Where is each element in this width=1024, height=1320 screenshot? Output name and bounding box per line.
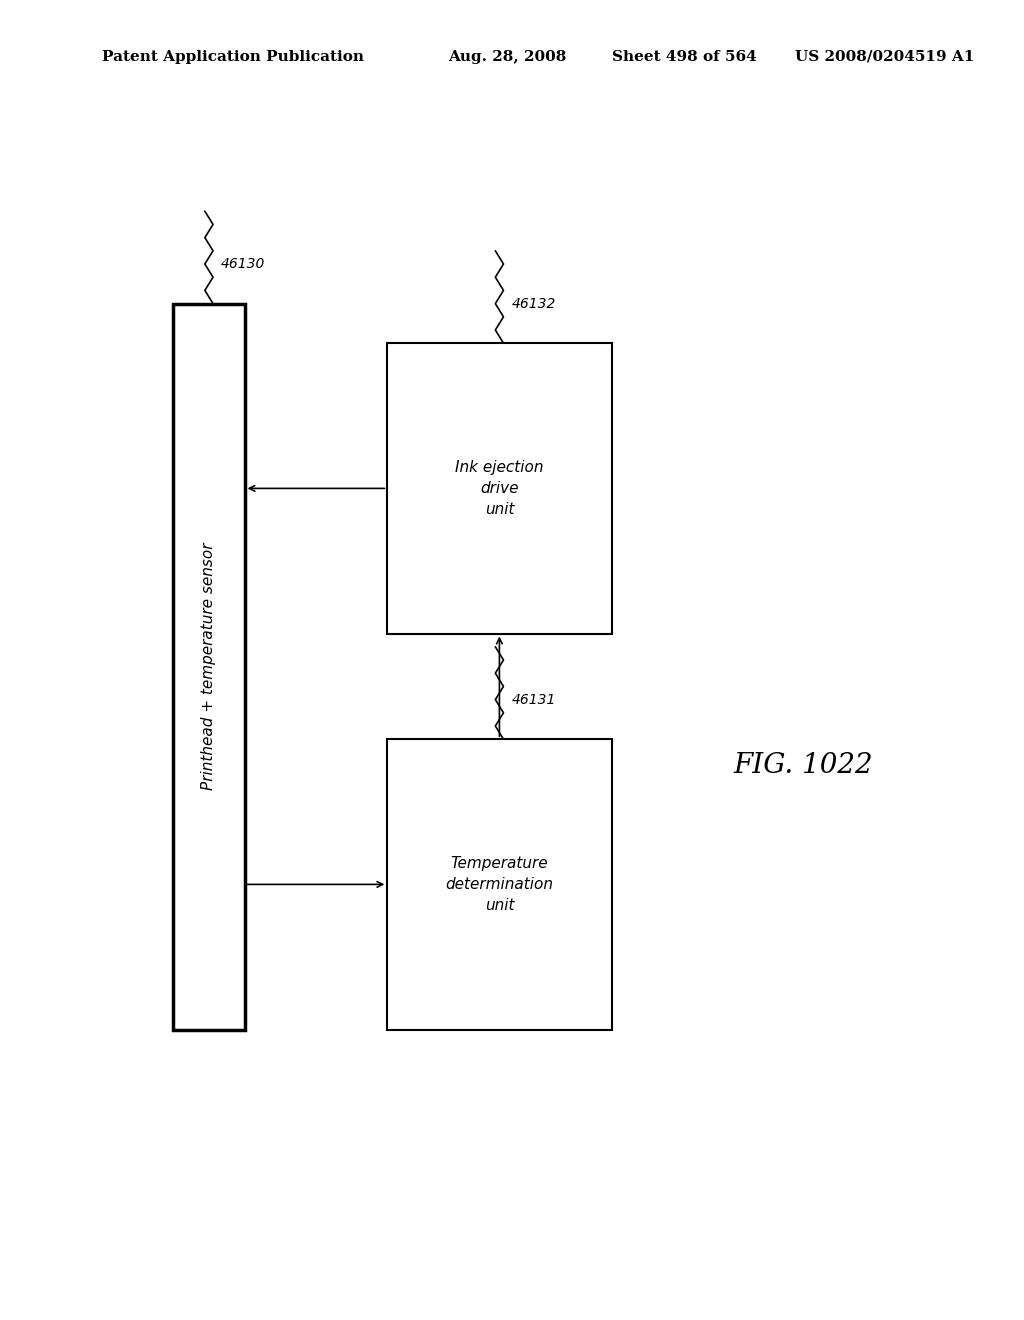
- Text: Ink ejection
drive
unit: Ink ejection drive unit: [455, 459, 544, 517]
- FancyBboxPatch shape: [387, 739, 611, 1030]
- Text: 46131: 46131: [512, 693, 556, 706]
- Text: Patent Application Publication: Patent Application Publication: [102, 50, 364, 63]
- Text: 46132: 46132: [512, 297, 556, 310]
- Text: 46130: 46130: [221, 257, 265, 271]
- Text: Sheet 498 of 564: Sheet 498 of 564: [611, 50, 757, 63]
- FancyBboxPatch shape: [173, 304, 245, 1030]
- Text: Aug. 28, 2008: Aug. 28, 2008: [449, 50, 567, 63]
- Text: US 2008/0204519 A1: US 2008/0204519 A1: [795, 50, 975, 63]
- FancyBboxPatch shape: [387, 343, 611, 634]
- Text: Temperature
determination
unit: Temperature determination unit: [445, 855, 553, 913]
- Text: FIG. 1022: FIG. 1022: [734, 752, 873, 779]
- Text: Printhead + temperature sensor: Printhead + temperature sensor: [202, 543, 216, 791]
